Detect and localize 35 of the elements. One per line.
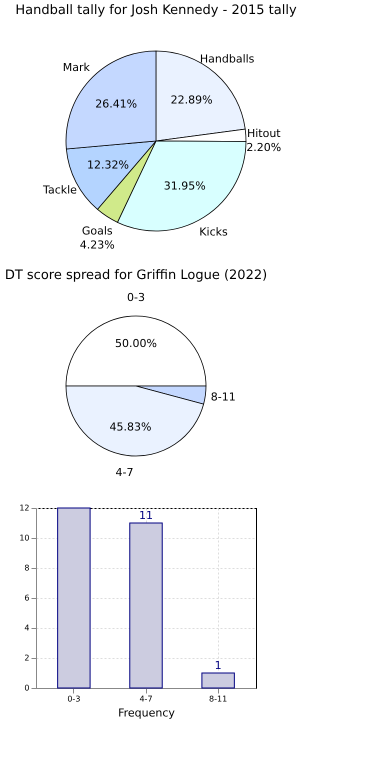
slice-label: Tackle: [42, 183, 78, 196]
data-label: 22.89%: [170, 93, 213, 106]
data-label: 4.23%: [80, 238, 115, 252]
bar: [201, 672, 235, 688]
y-tick-label: 4: [24, 624, 30, 632]
slice-label: Goals: [82, 224, 113, 238]
y-tick-label: 12: [19, 504, 30, 512]
slice-label: Mark: [62, 61, 91, 74]
x-axis-title: Frequency: [118, 706, 176, 720]
data-label: 50.00%: [115, 337, 157, 350]
slice-label: 0-3: [127, 291, 145, 304]
y-tick-label: 6: [24, 594, 30, 602]
x-tick-label: 8-11: [209, 694, 228, 704]
slice-label: Handballs: [200, 52, 255, 66]
data-label: 45.83%: [110, 420, 152, 434]
data-label: 26.41%: [95, 98, 138, 111]
y-tick-label: 10: [19, 534, 30, 542]
y-tick-label: 2: [24, 654, 30, 662]
y-tick-label: 8: [24, 564, 30, 572]
chart-title: DT score spread for Griffin Logue (2022): [4, 268, 268, 283]
chart-title: Handball tally for Josh Kennedy - 2015 tally: [15, 3, 297, 18]
x-tick-label: 0-3: [67, 694, 80, 704]
slice-label: Kicks: [199, 225, 228, 238]
data-label: 31.95%: [164, 180, 206, 193]
bar: [57, 508, 91, 688]
data-label: 11: [139, 509, 153, 522]
data-label: 2.20%: [246, 141, 282, 154]
data-label: 12.32%: [87, 158, 129, 172]
data-label: 1: [214, 659, 222, 672]
y-tick-label: 0: [24, 684, 30, 692]
x-tick-label: 4-7: [139, 694, 153, 704]
slice-label: 8-11: [210, 390, 236, 404]
bar: [129, 522, 163, 688]
slice-label: 4-7: [116, 466, 134, 480]
slice-label: Hitout: [246, 127, 282, 140]
